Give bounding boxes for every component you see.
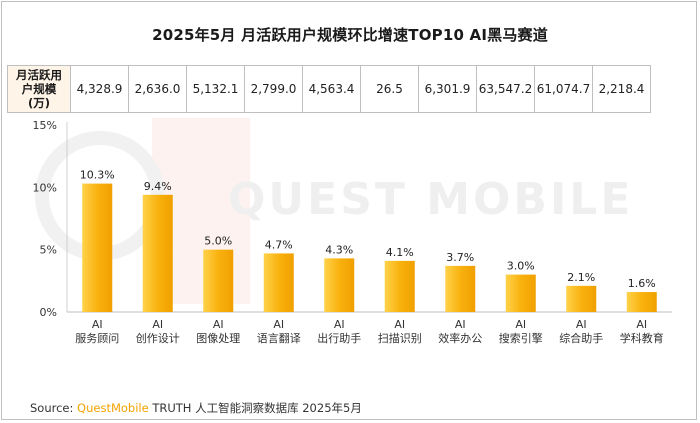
category-label: 语言翻译 [257,331,301,345]
bar [324,258,355,312]
bar [263,253,294,312]
category-label: AI [455,318,466,331]
bar-value-label: 4.7% [265,238,293,251]
bar-value-label: 9.4% [144,180,172,193]
category-label: AI [334,318,345,331]
bar-value-label: 4.3% [325,243,353,256]
category-label: 搜索引擎 [499,331,543,345]
bar [203,249,234,312]
category-label: 服务顾问 [75,332,119,345]
mau-cell: 63,547.2 [476,65,535,113]
category-label: 创作设计 [136,332,180,345]
y-tick-label: 10% [33,181,57,194]
bar-value-label: 4.1% [386,246,414,259]
category-label: AI [394,318,405,331]
mau-cell: 5,132.1 [186,65,245,113]
bar-value-label: 1.6% [628,277,656,290]
mau-cell: 2,218.4 [592,65,651,113]
mau-cell: 2,636.0 [128,65,187,113]
mau-header-line: (万) [27,96,50,110]
category-label: AI [515,318,526,331]
bar [82,183,113,312]
bar [505,274,536,312]
category-label: AI [273,318,284,331]
category-label: 出行助手 [317,331,361,345]
y-tick-label: 0% [40,306,57,319]
mau-cell: 2,799.0 [244,65,303,113]
bar [384,260,415,312]
chart-title: 2025年5月 月活跃用户规模环比增速TOP10 AI黑马赛道 [152,26,548,44]
mau-cell: 6,301.9 [418,65,477,113]
bar-value-label: 3.0% [507,260,535,273]
mau-cell: 26.5 [360,65,419,113]
bar-value-label: 10.3% [80,169,115,182]
mau-table-header: 月活跃用 户规模 (万) [7,65,71,113]
category-label: 扫描识别 [378,331,422,345]
bar [445,265,476,312]
mau-cell: 61,074.7 [534,65,593,113]
category-label: AI [576,318,587,331]
source-text: TRUTH 人工智能洞察数据库 2025年5月 [152,401,362,415]
mau-table: 月活跃用 户规模 (万) 4,328.9 2,636.0 5,132.1 2,7… [7,65,651,113]
watermark-text: QUEST MOBILE [228,174,633,225]
bar [626,292,657,312]
category-label: 学科教育 [620,331,664,345]
y-tick-label: 15% [33,119,57,132]
bar-value-label: 5.0% [204,235,232,248]
mau-header-line: 月活跃用 [16,68,62,82]
category-label: AI [152,318,163,331]
bar [142,194,173,312]
bar-chart: QUEST MOBILE0%5%10%15%10.3%AI服务顾问9.4%AI创… [33,118,672,345]
mau-header-line: 户规模 [21,82,57,96]
y-tick-label: 5% [40,244,57,257]
mau-cell: 4,328.9 [70,65,129,113]
mau-cell: 4,563.4 [302,65,361,113]
category-label: AI [92,318,103,331]
category-label: AI [636,318,647,331]
category-label: 图像处理 [196,332,240,345]
category-label: 效率办公 [438,331,482,345]
source-brand: QuestMobile [77,401,149,415]
bar-value-label: 3.7% [446,251,474,264]
bar-value-label: 2.1% [567,271,595,284]
source-label: Source: [30,401,74,415]
category-label: AI [213,318,224,331]
category-label: 综合助手 [559,331,603,345]
bar [566,285,597,312]
source-note: Source: QuestMobile TRUTH 人工智能洞察数据库 2025… [30,400,362,416]
